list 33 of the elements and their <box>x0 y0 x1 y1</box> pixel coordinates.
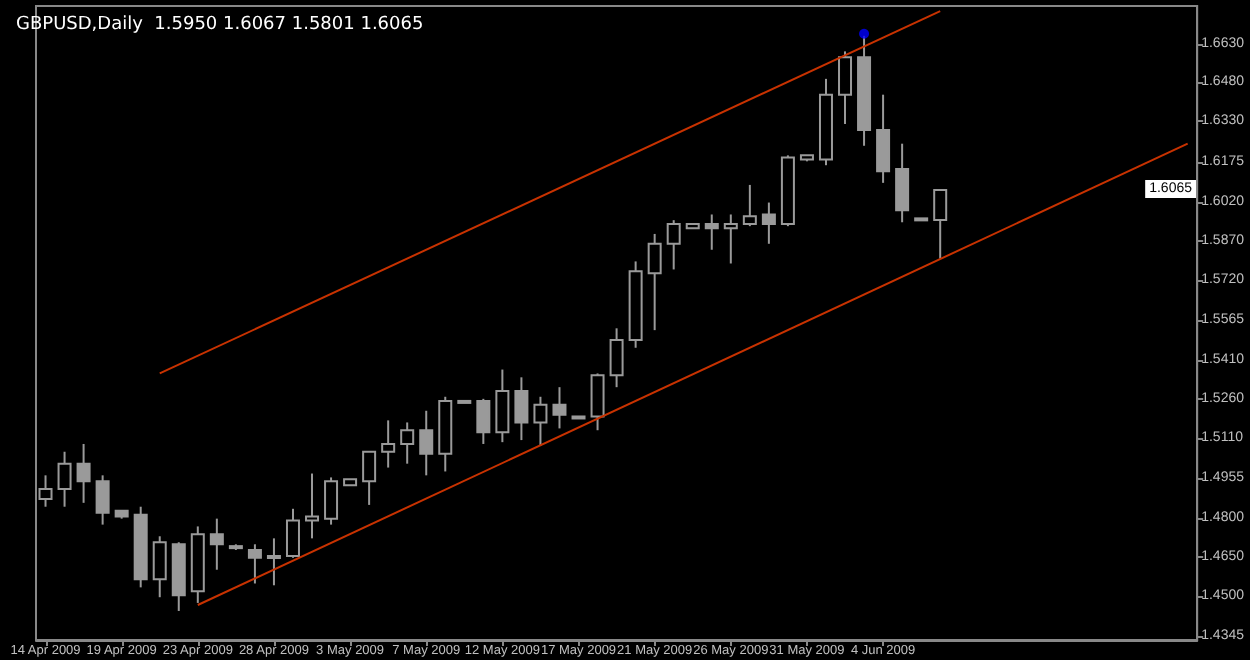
candlestick <box>647 232 662 332</box>
candlestick <box>95 474 110 526</box>
candlestick <box>362 450 377 506</box>
candlestick <box>666 219 681 271</box>
candlestick <box>552 386 567 430</box>
candlestick <box>476 397 491 445</box>
candlestick <box>247 543 262 585</box>
candlestick <box>324 476 339 526</box>
candlestick <box>285 507 300 559</box>
candlestick <box>266 537 281 587</box>
candlestick <box>305 472 320 540</box>
candlestick <box>590 372 605 432</box>
candlestick <box>723 213 738 265</box>
candlestick <box>76 442 91 504</box>
candlestick <box>838 50 853 125</box>
candlestick <box>38 474 53 508</box>
candlestick <box>533 395 548 448</box>
candlestick <box>209 517 224 571</box>
candlestick <box>152 535 167 599</box>
candlestick <box>609 327 624 389</box>
candlestick <box>933 188 948 260</box>
candlestick <box>761 201 776 245</box>
candlestick <box>514 376 529 442</box>
candlestick <box>495 368 510 444</box>
candlestick <box>381 419 396 469</box>
candlestick <box>419 409 434 477</box>
candlestick <box>742 183 757 228</box>
candlestick <box>895 142 910 224</box>
candlestick <box>400 421 415 465</box>
candlestick <box>57 450 72 508</box>
candlestick <box>876 93 891 184</box>
candlestick <box>704 213 719 251</box>
text: GBPUSD,Daily 1.5950 1.6067 1.5801 1.6065 <box>16 15 424 35</box>
